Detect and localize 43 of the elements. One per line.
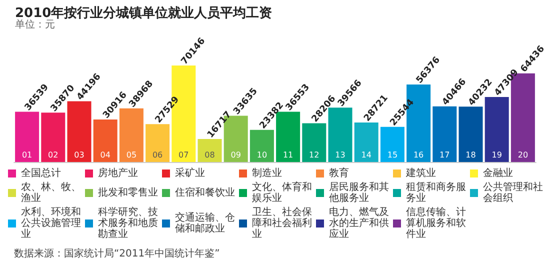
legend-label: 批发和零售业 (98, 186, 158, 198)
x-tick-label: 11 (282, 150, 294, 160)
legend-label: 卫生、社会保障和社会福利业 (252, 206, 312, 240)
legend-label: 租赁和商务服务业 (406, 181, 466, 204)
legend-label: 公共管理和社会组织 (483, 181, 543, 204)
x-tick-label: 15 (387, 150, 398, 160)
x-tick-label: 14 (361, 150, 372, 160)
x-tick-label: 18 (466, 150, 476, 160)
legend-label: 农、林、牧、渔业 (21, 181, 81, 204)
x-tick-label: 08 (204, 150, 215, 160)
legend-label: 建筑业 (405, 167, 436, 179)
x-tick-label: 13 (335, 150, 346, 160)
x-tick-label: 20 (518, 150, 528, 160)
legend-label: 教育 (329, 167, 349, 179)
x-tick-label: 03 (74, 150, 84, 160)
legend-label: 金融业 (483, 167, 513, 179)
chart-title: 2010年按行业分城镇单位就业人员平均工资 (15, 5, 272, 21)
x-tick-label: 17 (440, 150, 450, 160)
x-tick-label: 09 (230, 150, 241, 160)
legend-label: 信息传输、计算机服务和软件业 (406, 206, 466, 240)
legend-label: 科学研究、技术服务和地质勘查业 (98, 206, 158, 240)
x-tick-label: 05 (126, 150, 137, 160)
x-tick-label: 02 (48, 150, 58, 160)
x-tick-label: 06 (152, 150, 163, 160)
source-note: 数据来源：国家统计局“2011年中国统计年鉴” (14, 248, 220, 260)
chart-subtitle: 单位：元 (15, 18, 55, 30)
legend-label: 采矿业 (175, 167, 205, 179)
x-tick-label: 01 (22, 150, 32, 160)
x-tick-label: 04 (100, 150, 110, 160)
x-tick-label: 16 (413, 150, 424, 160)
x-tick-label: 07 (178, 150, 189, 160)
legend-label: 制造业 (252, 167, 282, 179)
legend-label: 文化、体育和娱乐业 (252, 181, 312, 204)
legend-label: 电力、燃气及水的生产和供应业 (329, 206, 389, 240)
x-tick-label: 12 (309, 150, 320, 160)
legend-label: 交通运输、仓储和邮政业 (175, 212, 235, 234)
legend-label: 居民服务和其他服务业 (329, 181, 389, 204)
legend-label: 全国总计 (21, 167, 61, 179)
legend-label: 水利、环境和公共设施管理业 (21, 206, 81, 240)
legend-label: 住宿和餐饮业 (175, 186, 235, 198)
x-tick-label: 19 (492, 150, 502, 160)
legend-label: 房地产业 (98, 167, 138, 179)
x-tick-label: 10 (256, 150, 268, 160)
